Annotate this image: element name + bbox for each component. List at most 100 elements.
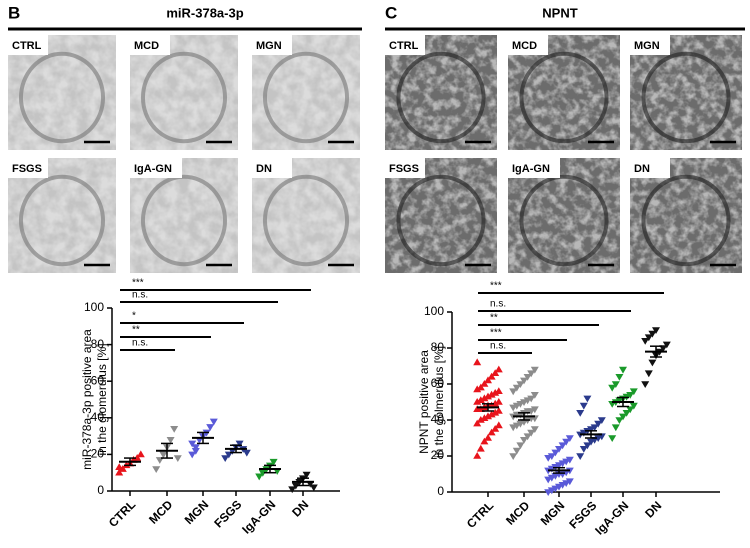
y-axis-label: NPNT positive area [417, 350, 431, 454]
data-point [255, 473, 264, 481]
data-point [512, 447, 521, 455]
micrograph: CTRL [8, 35, 116, 150]
data-point [597, 417, 606, 424]
x-tick-label: MCD [146, 497, 175, 526]
data-point [491, 369, 500, 376]
data-point [473, 358, 482, 366]
glomerulus-outline [140, 51, 228, 144]
data-point [662, 341, 671, 349]
data-point [191, 447, 200, 455]
micrograph-label: MCD [134, 40, 159, 52]
data-point [551, 449, 560, 457]
data-point [547, 453, 556, 460]
glomerulus-outline [519, 174, 609, 267]
x-tick-label: CTRL [106, 497, 139, 530]
y-tick-label: 20 [431, 448, 445, 462]
data-point [487, 428, 496, 436]
glomerulus-outline [262, 174, 350, 267]
micrograph: MGN [252, 35, 360, 150]
y-tick-label: 0 [437, 484, 444, 498]
micrograph: DN [252, 158, 360, 273]
data-point [152, 466, 161, 474]
y-tick-label: 100 [84, 300, 104, 314]
y-tick-label: 40 [91, 410, 105, 424]
data-point [235, 440, 244, 448]
micrograph-label-box [8, 35, 48, 55]
glomerulus-outline [519, 51, 609, 144]
data-point [494, 387, 503, 394]
significance-label: ** [490, 313, 498, 324]
micrograph-label: FSGS [389, 163, 419, 175]
data-point [641, 381, 650, 388]
data-point [491, 408, 500, 416]
y-tick-label: 20 [91, 447, 105, 461]
data-point [644, 370, 653, 378]
data-point [615, 374, 624, 381]
data-point [527, 395, 536, 403]
data-point [476, 396, 485, 403]
data-point [611, 424, 620, 432]
data-point [583, 395, 592, 403]
glomerulus-outline [18, 174, 106, 267]
panel-title: NPNT [542, 5, 577, 20]
data-point [206, 424, 215, 431]
micrograph: MCD [508, 35, 620, 150]
data-point [188, 451, 197, 459]
data-point [494, 421, 503, 429]
panel-title: miR-378a-3p [166, 5, 243, 20]
data-point [487, 372, 496, 380]
micrograph-label-box [130, 158, 182, 178]
data-point [652, 327, 660, 334]
data-point [516, 381, 525, 388]
data-point [115, 468, 124, 476]
data-point [476, 444, 485, 452]
micrograph-label-box [508, 158, 560, 178]
y-tick-label: 60 [91, 373, 105, 387]
micrograph-label-box [130, 35, 170, 55]
y-axis-label: in the glomerulus [%] [95, 343, 109, 455]
significance-label: n.s. [132, 290, 148, 301]
micrograph: MGN [630, 35, 742, 150]
data-point [480, 414, 489, 421]
data-point [619, 366, 627, 374]
significance-label: *** [490, 328, 502, 339]
panel-letter: B [8, 3, 20, 22]
data-point [608, 384, 617, 392]
micrograph: FSGS [385, 158, 497, 273]
x-tick-label: IgA-GN [239, 497, 278, 536]
data-point [221, 455, 230, 463]
data-point [480, 437, 489, 445]
data-point [562, 438, 571, 446]
data-point [209, 418, 218, 426]
data-point [473, 385, 482, 393]
glomerulus-outline [18, 51, 106, 144]
data-point [115, 463, 124, 471]
data-point [118, 465, 127, 472]
data-point [583, 442, 592, 450]
data-point [619, 413, 627, 421]
data-point [608, 435, 617, 442]
data-point [594, 420, 603, 428]
data-point [509, 453, 518, 460]
data-point [644, 334, 653, 342]
data-point [530, 406, 539, 414]
y-tick-label: 60 [431, 376, 445, 390]
data-point [527, 370, 536, 378]
data-point [473, 419, 482, 427]
data-point [170, 425, 179, 433]
data-point [576, 453, 585, 460]
micrograph-label: DN [256, 163, 272, 175]
glomerulus-outline [641, 51, 731, 144]
x-tick-label: MGN [182, 497, 212, 527]
data-point [291, 482, 300, 490]
data-point [579, 446, 588, 453]
data-point [473, 452, 482, 459]
data-point [133, 454, 142, 461]
data-point [523, 374, 532, 381]
data-point [530, 392, 539, 399]
data-point [484, 412, 492, 420]
x-tick-label: CTRL [464, 498, 497, 531]
data-point [476, 416, 485, 423]
data-point [530, 426, 539, 433]
data-point [629, 388, 638, 396]
